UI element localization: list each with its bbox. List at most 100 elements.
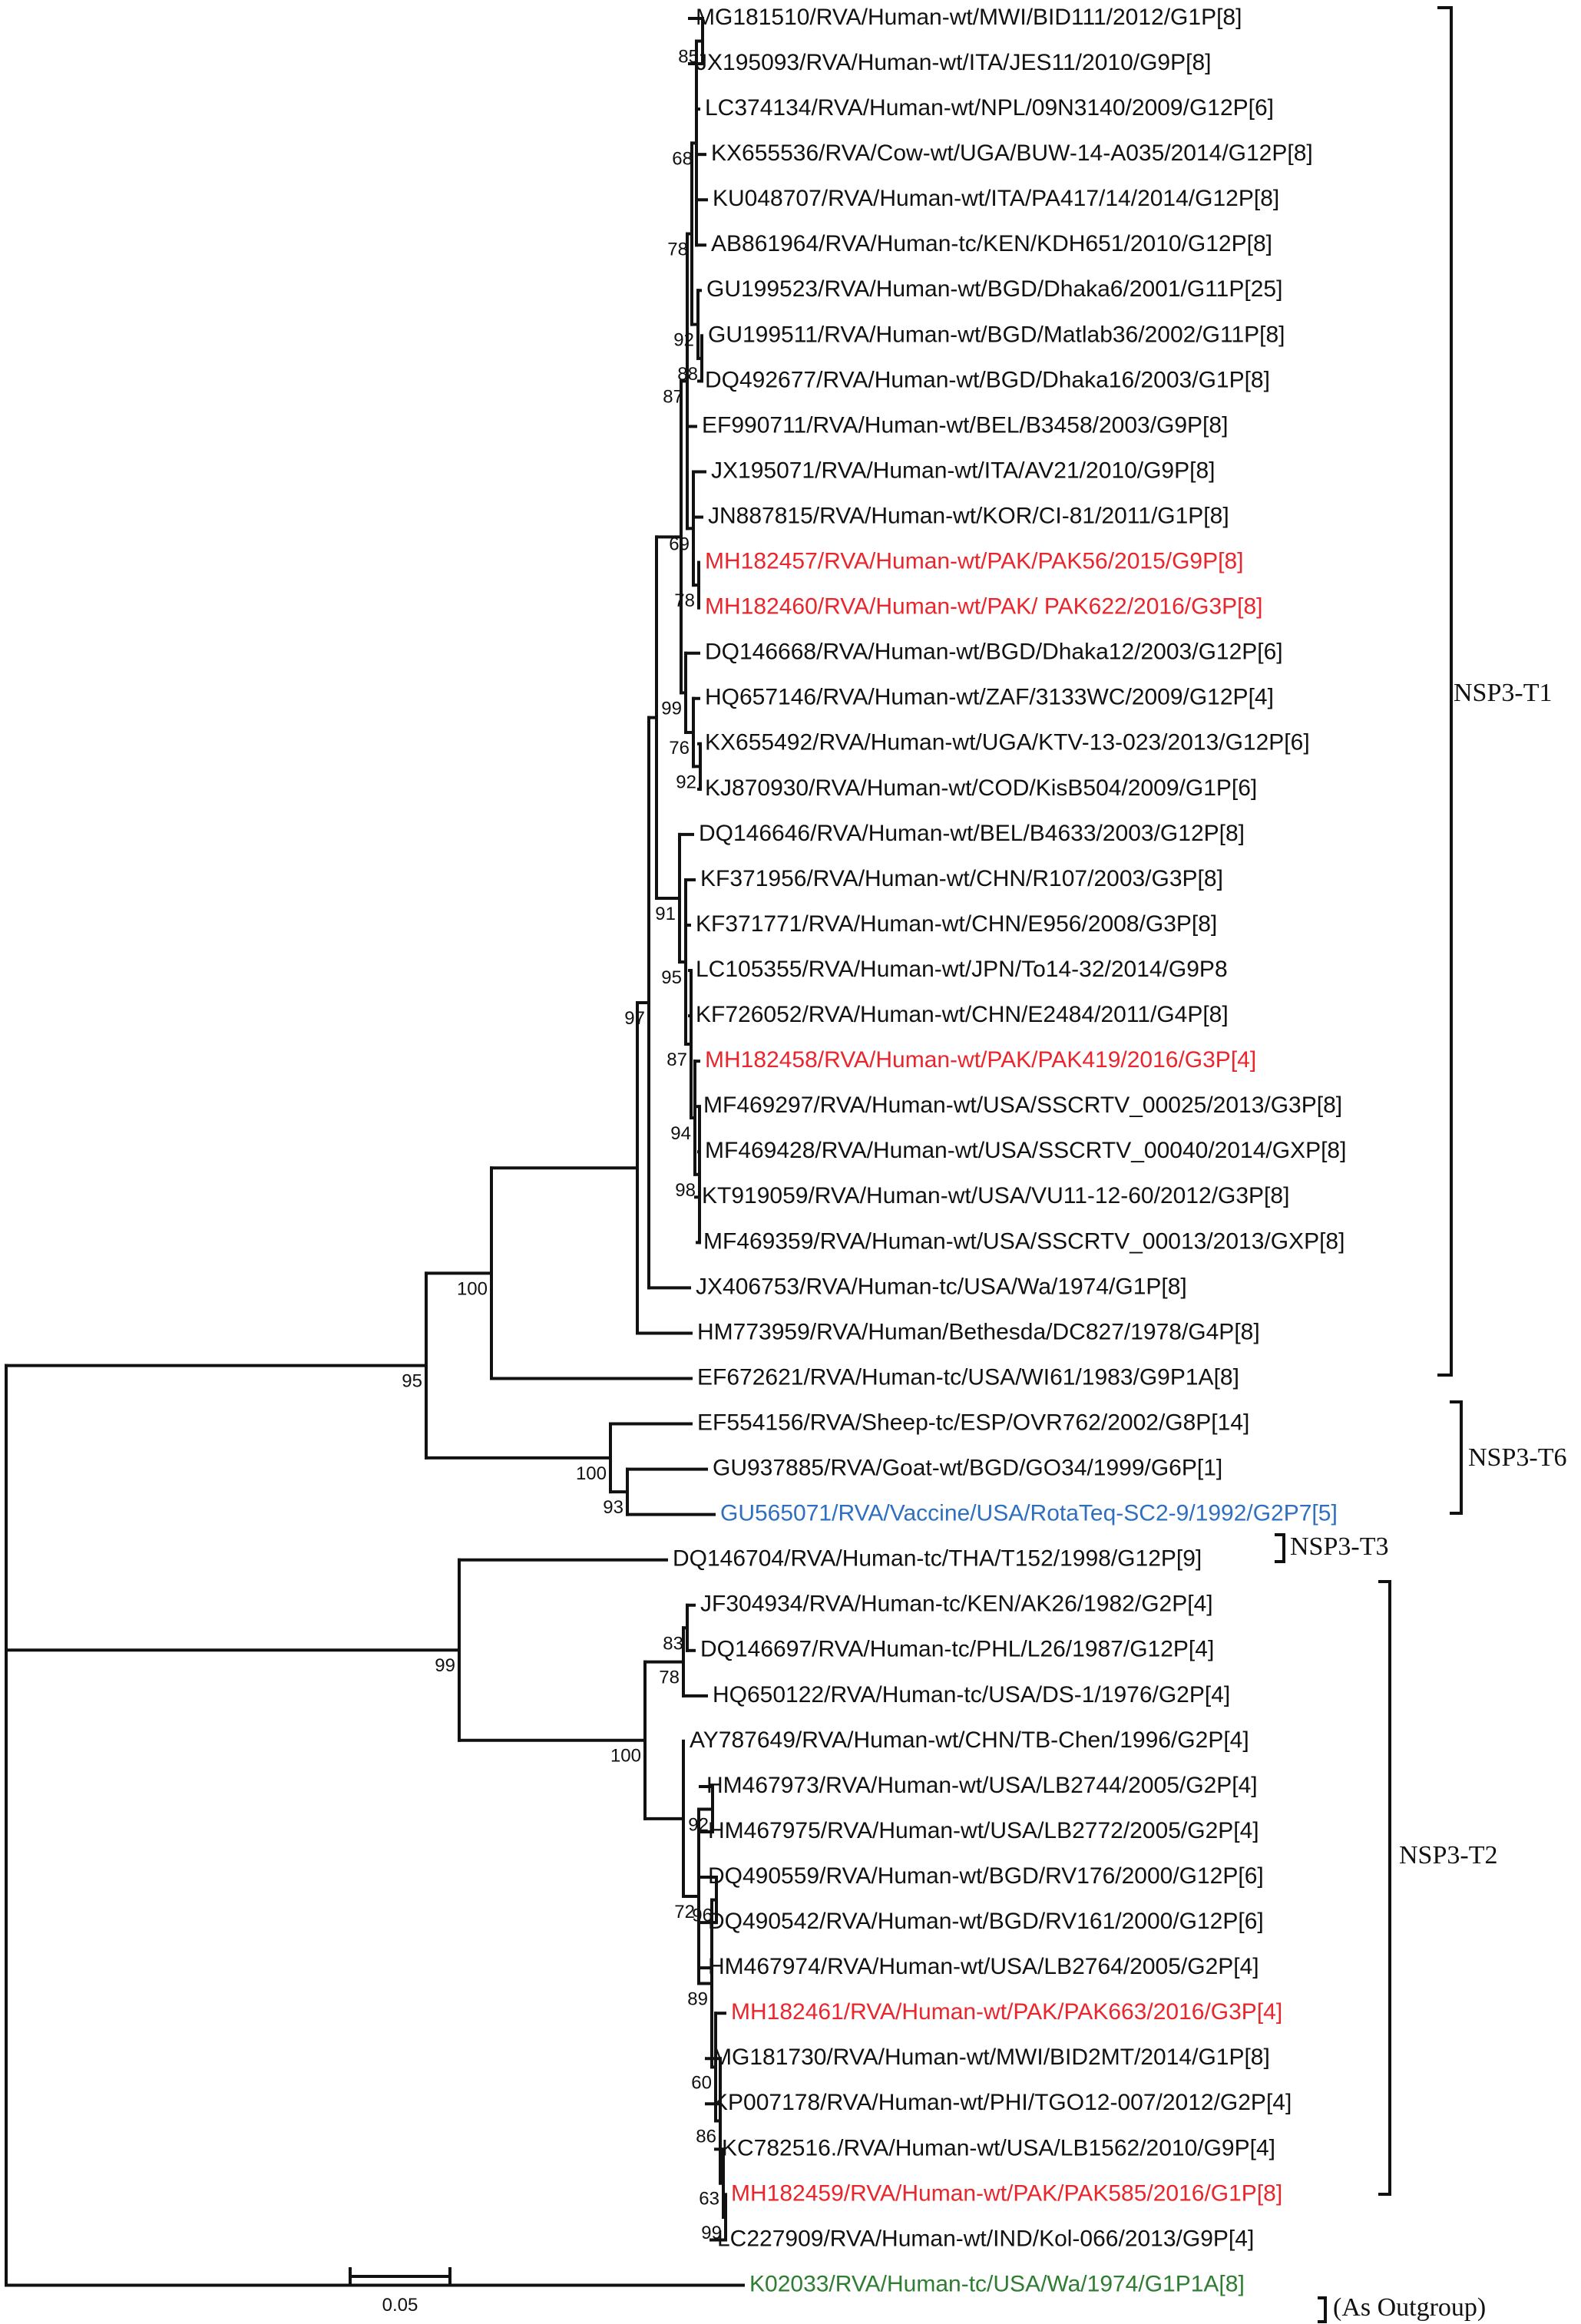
leaf-label: MH182461/RVA/Human-wt/PAK/PAK663/2016/G3… — [731, 1999, 1282, 2025]
leaf-label: HM467974/RVA/Human-wt/USA/LB2764/2005/G2… — [708, 1954, 1259, 1979]
bootstrap-value: 95 — [661, 967, 682, 988]
leaf-labels: MG181510/RVA/Human-wt/MWI/BID111/2012/G1… — [673, 5, 1346, 2297]
scale-bar-label: 0.05 — [382, 2295, 418, 2316]
leaf-label: MF469428/RVA/Human-wt/USA/SSCRTV_00040/2… — [705, 1138, 1346, 1163]
bootstrap-value: 69 — [669, 534, 690, 554]
leaf-label: EF554156/RVA/Sheep-tc/ESP/OVR762/2002/G8… — [697, 1410, 1249, 1435]
leaf-label: DQ146704/RVA/Human-tc/THA/T152/1998/G12P… — [673, 1546, 1202, 1572]
bootstrap-value: 87 — [663, 386, 683, 407]
leaf-label: HM467973/RVA/Human-wt/USA/LB2744/2005/G2… — [706, 1773, 1258, 1798]
leaf-label: KF371771/RVA/Human-wt/CHN/E956/2008/G3P[… — [696, 911, 1217, 937]
leaf-label: HQ657146/RVA/Human-wt/ZAF/3133WC/2009/G1… — [705, 685, 1274, 710]
leaf-label: DQ146697/RVA/Human-tc/PHL/L26/1987/G12P[… — [700, 1637, 1214, 1662]
leaf-label: JX195071/RVA/Human-wt/ITA/AV21/2010/G9P[… — [711, 458, 1215, 483]
leaf-label: DQ490542/RVA/Human-wt/BGD/RV161/2000/G12… — [708, 1909, 1264, 1934]
leaf-label: HM773959/RVA/Human/Bethesda/DC827/1978/G… — [697, 1319, 1260, 1344]
bootstrap-value: 86 — [696, 2126, 716, 2147]
clade-label-t3: NSP3-T3 — [1290, 1532, 1388, 1561]
leaf-label: AB861964/RVA/Human-tc/KEN/KDH651/2010/G1… — [711, 231, 1272, 256]
bootstrap-value: 100 — [610, 1746, 641, 1767]
bootstrap-value: 72 — [674, 1902, 695, 1922]
bootstrap-value: 92 — [676, 772, 696, 792]
clade-label-t1: NSP3-T1 — [1454, 679, 1552, 707]
leaf-label: MH182459/RVA/Human-wt/PAK/PAK585/2016/G1… — [731, 2180, 1282, 2206]
leaf-label: KF726052/RVA/Human-wt/CHN/E2484/2011/G4P… — [696, 1002, 1229, 1027]
leaf-label: KJ870930/RVA/Human-wt/COD/KisB504/2009/G… — [705, 775, 1257, 801]
leaf-label: KX655492/RVA/Human-wt/UGA/KTV-13-023/201… — [705, 730, 1310, 755]
leaf-label: KX655536/RVA/Cow-wt/UGA/BUW-14-A035/2014… — [711, 140, 1313, 166]
leaf-label: HQ650122/RVA/Human-tc/USA/DS-1/1976/G2P[… — [713, 1682, 1230, 1707]
bootstrap-value: 93 — [603, 1497, 623, 1518]
bootstrap-value: 78 — [667, 239, 688, 260]
bootstrap-value: 92 — [673, 330, 694, 351]
clade-bracket-t3 — [1275, 1533, 1285, 1563]
bootstrap-value: 85 — [678, 47, 699, 68]
bootstrap-value: 97 — [624, 1008, 645, 1029]
leaf-label: DQ146646/RVA/Human-wt/BEL/B4633/2003/G12… — [699, 821, 1245, 846]
leaf-label: GU937885/RVA/Goat-wt/BGD/GO34/1999/G6P[1… — [713, 1456, 1222, 1481]
bootstrap-value: 68 — [672, 148, 693, 169]
bootstrap-value: 89 — [687, 1988, 708, 2009]
leaf-label: KF371956/RVA/Human-wt/CHN/R107/2003/G3P[… — [700, 866, 1223, 891]
leaf-label: KC782516./RVA/Human-wt/USA/LB1562/2010/G… — [722, 2135, 1275, 2160]
clade-bracket-outgroup — [1318, 2296, 1327, 2323]
clade-bracket-t1 — [1437, 6, 1453, 1377]
bootstrap-value: 100 — [576, 1463, 607, 1484]
clade-label-outgroup: (As Outgroup) — [1333, 2293, 1486, 2322]
bootstrap-value: 95 — [402, 1371, 422, 1392]
leaf-label: AY787649/RVA/Human-wt/CHN/TB-Chen/1996/G… — [690, 1727, 1249, 1753]
bootstrap-value: 92 — [688, 1814, 709, 1835]
bootstrap-value: 63 — [699, 2189, 719, 2210]
leaf-label: GU199511/RVA/Human-wt/BGD/Matlab36/2002/… — [708, 322, 1285, 347]
leaf-label: MH182458/RVA/Human-wt/PAK/PAK419/2016/G3… — [705, 1047, 1256, 1073]
clade-label-t2: NSP3-T2 — [1399, 1841, 1497, 1869]
clade-label-t6: NSP3-T6 — [1468, 1443, 1566, 1472]
bootstrap-value: 78 — [659, 1668, 680, 1688]
bootstrap-value: 88 — [677, 364, 698, 385]
bootstrap-value: 83 — [663, 1633, 683, 1654]
leaf-label: MH182457/RVA/Human-wt/PAK/PAK56/2015/G9P… — [705, 549, 1243, 574]
bootstrap-value: 100 — [457, 1278, 488, 1299]
bootstrap-value: 91 — [655, 904, 676, 924]
bootstrap-value: 98 — [675, 1180, 696, 1201]
leaf-label: MG181730/RVA/Human-wt/MWI/BID2MT/2014/G1… — [713, 2045, 1270, 2070]
leaf-label: EF990711/RVA/Human-wt/BEL/B3458/2003/G9P… — [702, 412, 1228, 438]
leaf-label: MH182460/RVA/Human-wt/PAK/ PAK622/2016/G… — [705, 594, 1263, 620]
bootstrap-value: 96 — [692, 1906, 713, 1926]
leaf-label: KP007178/RVA/Human-wt/PHI/TGO12-007/2012… — [713, 2090, 1292, 2115]
scale-bar: 0.05 — [349, 2267, 451, 2316]
leaf-label: JN887815/RVA/Human-wt/KOR/CI-81/2011/G1P… — [708, 503, 1229, 528]
leaf-label: DQ146668/RVA/Human-wt/BGD/Dhaka12/2003/G… — [705, 640, 1283, 665]
leaf-label: LC374134/RVA/Human-wt/NPL/09N3140/2009/G… — [705, 95, 1274, 121]
leaf-label: GU565071/RVA/Vaccine/USA/RotaTeq-SC2-9/1… — [720, 1501, 1338, 1526]
bootstrap-value: 87 — [666, 1050, 687, 1070]
leaf-label: MF469297/RVA/Human-wt/USA/SSCRTV_00025/2… — [703, 1093, 1342, 1118]
tree-branches — [5, 17, 745, 2287]
leaf-label: JF304934/RVA/Human-tc/KEN/AK26/1982/G2P[… — [700, 1592, 1213, 1617]
leaf-label: LC227909/RVA/Human-wt/IND/Kol-066/2013/G… — [717, 2226, 1254, 2251]
leaf-label: EF672621/RVA/Human-tc/USA/WI61/1983/G9P1… — [697, 1364, 1239, 1390]
leaf-label: GU199523/RVA/Human-wt/BGD/Dhaka6/2001/G1… — [706, 276, 1282, 302]
bootstrap-value: 94 — [670, 1123, 691, 1144]
bootstrap-value: 99 — [701, 2223, 722, 2243]
clade-bracket-t2 — [1378, 1580, 1391, 2196]
leaf-label: DQ492677/RVA/Human-wt/BGD/Dhaka16/2003/G… — [705, 367, 1270, 392]
leaf-label: LC105355/RVA/Human-wt/JPN/To14-32/2014/G… — [696, 957, 1228, 982]
bootstrap-value: 78 — [674, 590, 695, 611]
leaf-label: MG181510/RVA/Human-wt/MWI/BID111/2012/G1… — [696, 5, 1242, 30]
clade-brackets: NSP3-T1 NSP3-T6 NSP3-T3 NSP3-T2 (As Outg… — [1275, 6, 1566, 2323]
bootstrap-value: 99 — [435, 1655, 455, 1676]
bootstrap-value: 99 — [661, 698, 682, 719]
leaf-label: HM467975/RVA/Human-wt/USA/LB2772/2005/G2… — [708, 1818, 1259, 1843]
leaf-label: MF469359/RVA/Human-wt/USA/SSCRTV_00013/2… — [703, 1228, 1345, 1254]
leaf-label: JX406753/RVA/Human-tc/USA/Wa/1974/G1P[8] — [696, 1274, 1187, 1299]
clade-bracket-t6 — [1450, 1400, 1463, 1515]
leaf-label: KT919059/RVA/Human-wt/USA/VU11-12-60/201… — [702, 1183, 1289, 1208]
bootstrap-values: 8568927888876978997697929587949810095100… — [402, 47, 722, 2243]
bootstrap-value: 76 — [669, 738, 690, 759]
leaf-label: JX195093/RVA/Human-wt/ITA/JES11/2010/G9P… — [696, 50, 1211, 75]
bootstrap-value: 60 — [691, 2072, 712, 2093]
leaf-label: KU048707/RVA/Human-wt/ITA/PA417/14/2014/… — [713, 186, 1279, 211]
leaf-label: DQ490559/RVA/Human-wt/BGD/RV176/2000/G12… — [708, 1863, 1264, 1889]
